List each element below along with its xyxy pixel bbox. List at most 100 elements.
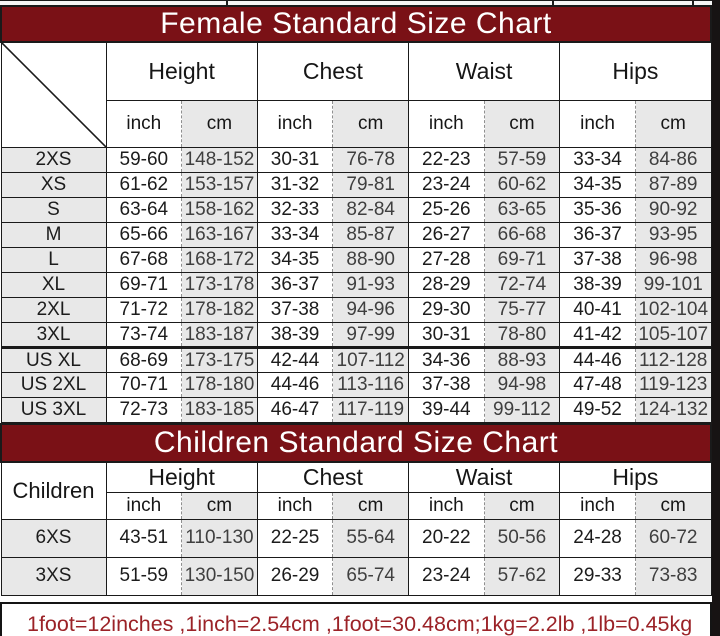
cm-value-cell: 78-80 <box>483 322 561 348</box>
size-label: L <box>0 247 107 273</box>
inch-value-cell: 31-32 <box>256 172 334 198</box>
cm-value-cell: 93-95 <box>634 222 712 248</box>
size-label: XL <box>0 272 107 298</box>
cm-value-cell: 60-62 <box>483 172 561 198</box>
children-chart-title: Children Standard Size Chart <box>0 423 712 463</box>
children-size-rows: 6XS 43-51 110-130 22-25 55-64 20-22 50-56 24-28… <box>0 518 712 596</box>
inch-value-cell: 70-71 <box>105 372 183 398</box>
cm-value-cell: 55-64 <box>332 518 409 558</box>
size-row-us-xl: US XL 68-69 173-175 42-44 107-112 34-36 88-93 4… <box>0 346 712 373</box>
unit-header-cm: cm <box>634 100 712 148</box>
female-header-row: Height Chest Waist Hips <box>0 41 712 148</box>
inch-value-cell: 26-29 <box>256 556 334 596</box>
cm-value-cell: 148-152 <box>181 147 258 173</box>
cm-value-cell: 57-62 <box>483 556 561 596</box>
unit-header-inch: inch <box>559 100 636 148</box>
female-size-rows: 2XS 59-60 148-152 30-31 76-78 22-23 57-59 33-34… <box>0 147 712 423</box>
size-row-2xl: 2XL 71-72 178-182 37-38 94-96 29-30 75-77 40-41… <box>0 297 712 323</box>
inch-value-cell: 20-22 <box>408 518 485 558</box>
table-edge-divider <box>692 1 694 5</box>
inch-value-cell: 34-35 <box>559 172 636 198</box>
cm-value-cell: 87-89 <box>634 172 712 198</box>
cm-value-cell: 173-175 <box>181 346 258 373</box>
inch-value-cell: 72-73 <box>105 397 183 423</box>
inch-value-cell: 36-37 <box>256 272 334 298</box>
size-row-m: M 65-66 163-167 33-34 85-87 26-27 66-68 36-37 93… <box>0 222 712 248</box>
cm-value-cell: 178-180 <box>181 372 258 398</box>
size-row-xl: XL 69-71 173-178 36-37 91-93 28-29 72-74 38-39 9… <box>0 272 712 298</box>
size-label: US XL <box>0 346 107 373</box>
cm-value-cell: 97-99 <box>332 322 409 348</box>
inch-value-cell: 28-29 <box>408 272 485 298</box>
cm-value-cell: 91-93 <box>332 272 409 298</box>
female-chart-title: Female Standard Size Chart <box>0 5 712 43</box>
inch-value-cell: 29-30 <box>408 297 485 323</box>
size-label: XS <box>0 172 107 198</box>
size-row-us-2xl: US 2XL 70-71 178-180 44-46 113-116 37-38 94-98… <box>0 372 712 398</box>
size-label: US 2XL <box>0 372 107 398</box>
inch-value-cell: 71-72 <box>105 297 183 323</box>
size-row-3xs: 3XS 51-59 130-150 26-29 65-74 23-24 57-62 29-33… <box>0 556 712 596</box>
size-label: M <box>0 222 107 248</box>
cm-value-cell: 158-162 <box>181 197 258 223</box>
size-row-xs: XS 61-62 153-157 31-32 79-81 23-24 60-62 34-35 8… <box>0 172 712 198</box>
cm-value-cell: 63-65 <box>483 197 561 223</box>
inch-value-cell: 42-44 <box>256 346 334 373</box>
cm-value-cell: 76-78 <box>332 147 409 173</box>
cm-value-cell: 82-84 <box>332 197 409 223</box>
inch-value-cell: 26-27 <box>408 222 485 248</box>
cm-value-cell: 94-96 <box>332 297 409 323</box>
inch-value-cell: 39-44 <box>408 397 485 423</box>
size-row-l: L 67-68 168-172 34-35 88-90 27-28 69-71 37-38 96… <box>0 247 712 273</box>
inch-value-cell: 33-34 <box>256 222 334 248</box>
cm-value-cell: 99-112 <box>483 397 561 423</box>
cm-value-cell: 183-185 <box>181 397 258 423</box>
unit-header-cm: cm <box>483 100 561 148</box>
children-header-row: Children Height Chest Waist Hips <box>0 461 712 520</box>
size-row-us-3xl: US 3XL 72-73 183-185 46-47 117-119 39-44 99-11… <box>0 397 712 423</box>
cm-value-cell: 50-56 <box>483 518 561 558</box>
screenshot-right-edge <box>712 0 720 636</box>
inch-value-cell: 41-42 <box>559 322 636 348</box>
inch-value-cell: 23-24 <box>408 556 485 596</box>
cm-value-cell: 102-104 <box>634 297 712 323</box>
inch-value-cell: 47-48 <box>559 372 636 398</box>
unit-header-inch: inch <box>408 491 485 520</box>
cm-value-cell: 99-101 <box>634 272 712 298</box>
unit-header-inch: inch <box>559 491 636 520</box>
table-edge-divider <box>226 1 228 5</box>
inch-value-cell: 22-23 <box>408 147 485 173</box>
inch-value-cell: 36-37 <box>559 222 636 248</box>
cm-value-cell: 85-87 <box>332 222 409 248</box>
diagonal-line <box>2 43 106 147</box>
cm-value-cell: 130-150 <box>181 556 258 596</box>
cm-value-cell: 88-90 <box>332 247 409 273</box>
column-header-height: Height <box>105 461 258 493</box>
children-size-chart-table: Children Standard Size Chart Children He… <box>0 423 712 596</box>
inch-value-cell: 30-31 <box>256 147 334 173</box>
cm-value-cell: 168-172 <box>181 247 258 273</box>
unit-header-cm: cm <box>634 491 712 520</box>
cm-value-cell: 105-107 <box>634 322 712 348</box>
unit-header-cm: cm <box>332 100 409 148</box>
children-unit-row: inch cm inch cm inch cm inch cm <box>1 491 712 520</box>
size-label: 2XL <box>0 297 107 323</box>
column-header-hips: Hips <box>559 461 712 493</box>
column-header-waist: Waist <box>407 461 561 493</box>
inch-value-cell: 37-38 <box>256 297 334 323</box>
conversion-note: 1foot=12inches ,1inch=2.54cm ,1foot=30.4… <box>0 601 712 636</box>
cropped-table-edge <box>0 0 712 5</box>
inch-value-cell: 29-33 <box>559 556 636 596</box>
inch-value-cell: 32-33 <box>256 197 334 223</box>
cm-value-cell: 119-123 <box>634 372 712 398</box>
cm-value-cell: 79-81 <box>332 172 409 198</box>
female-size-chart-table: Female Standard Size Chart Height Chest … <box>0 5 712 423</box>
inch-value-cell: 49-52 <box>559 397 636 423</box>
cm-value-cell: 66-68 <box>483 222 561 248</box>
inch-value-cell: 59-60 <box>105 147 183 173</box>
cm-value-cell: 96-98 <box>634 247 712 273</box>
size-row-3xl: 3XL 73-74 183-187 38-39 97-99 30-31 78-80 41-42… <box>0 322 712 348</box>
cm-value-cell: 153-157 <box>181 172 258 198</box>
inch-value-cell: 27-28 <box>408 247 485 273</box>
size-label: 3XS <box>0 556 107 596</box>
